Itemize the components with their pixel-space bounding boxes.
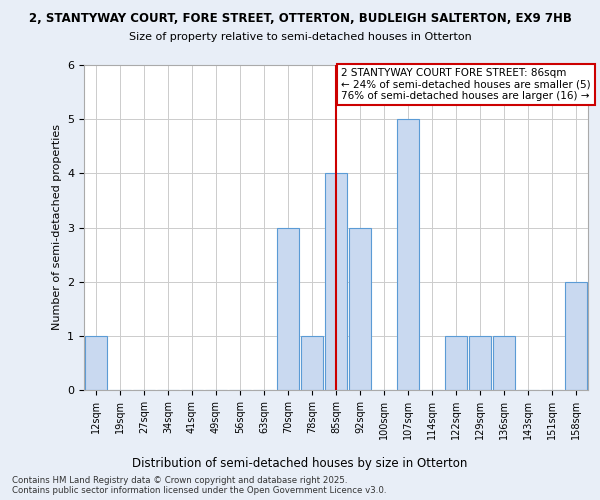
- Bar: [493, 336, 515, 390]
- Bar: [85, 336, 107, 390]
- Text: Contains HM Land Registry data © Crown copyright and database right 2025.
Contai: Contains HM Land Registry data © Crown c…: [12, 476, 386, 495]
- Bar: [445, 336, 467, 390]
- Bar: [277, 228, 299, 390]
- Text: 2, STANTYWAY COURT, FORE STREET, OTTERTON, BUDLEIGH SALTERTON, EX9 7HB: 2, STANTYWAY COURT, FORE STREET, OTTERTO…: [29, 12, 571, 26]
- Bar: [565, 282, 587, 390]
- Bar: [469, 336, 491, 390]
- Bar: [397, 119, 419, 390]
- Text: 2 STANTYWAY COURT FORE STREET: 86sqm
← 24% of semi-detached houses are smaller (: 2 STANTYWAY COURT FORE STREET: 86sqm ← 2…: [341, 68, 590, 101]
- Y-axis label: Number of semi-detached properties: Number of semi-detached properties: [52, 124, 62, 330]
- Bar: [325, 174, 347, 390]
- Bar: [301, 336, 323, 390]
- Bar: [349, 228, 371, 390]
- Text: Distribution of semi-detached houses by size in Otterton: Distribution of semi-detached houses by …: [133, 458, 467, 470]
- Text: Size of property relative to semi-detached houses in Otterton: Size of property relative to semi-detach…: [128, 32, 472, 42]
